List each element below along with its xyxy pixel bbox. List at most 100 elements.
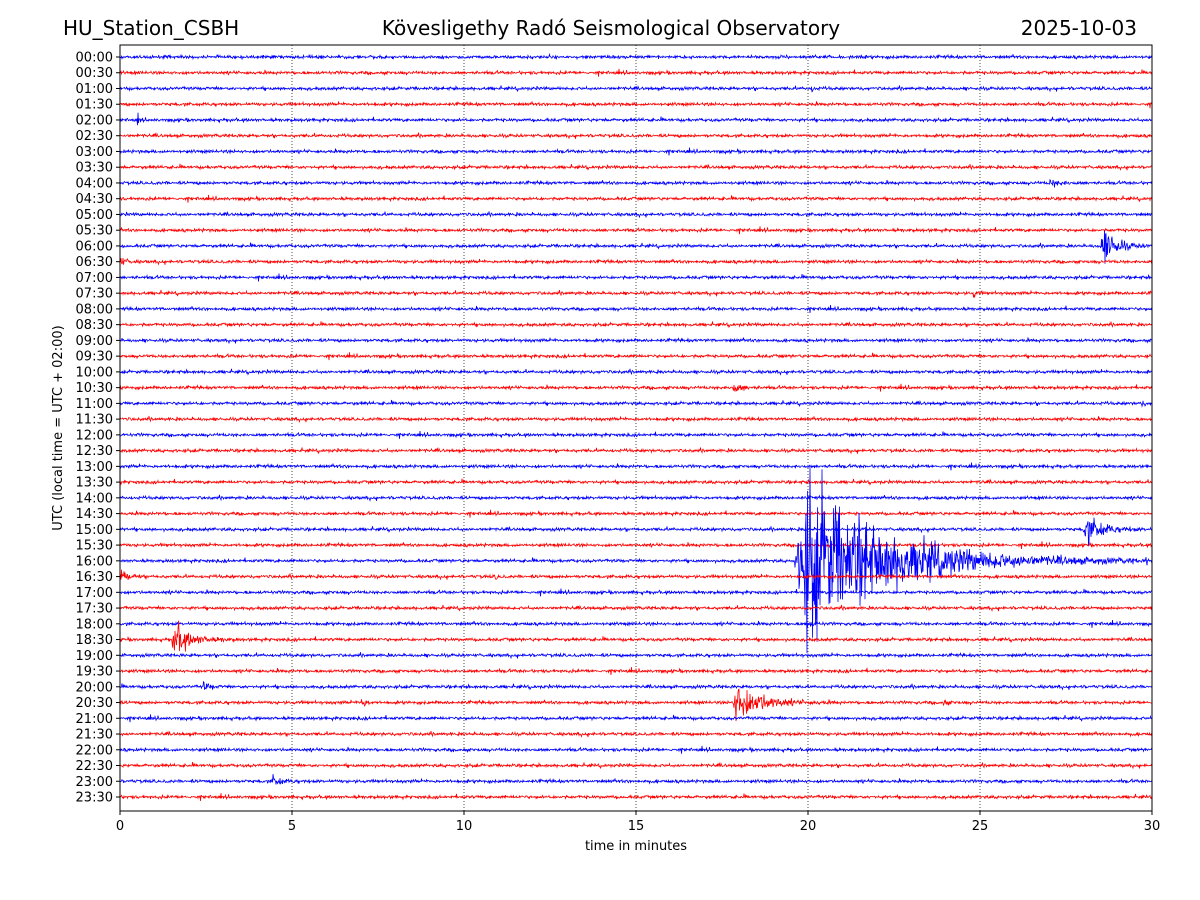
trace-19:30 <box>119 667 1153 676</box>
trace-20:30 <box>119 688 1152 722</box>
y-tick-label-17:00: 17:00 <box>76 586 113 601</box>
trace-11:30 <box>119 415 1153 423</box>
y-tick-label-15:00: 15:00 <box>76 523 113 538</box>
trace-09:30 <box>119 352 1153 361</box>
y-tick-label-20:00: 20:00 <box>76 680 113 695</box>
trace-10:30 <box>119 383 1153 393</box>
trace-22:00 <box>119 745 1153 754</box>
trace-04:30 <box>119 194 1153 203</box>
trace-09:00 <box>119 337 1153 345</box>
trace-15:00 <box>119 517 1153 547</box>
y-tick-label-08:00: 08:00 <box>76 302 113 317</box>
trace-11:00 <box>119 399 1153 408</box>
trace-23:30 <box>120 793 1153 802</box>
trace-00:00 <box>119 52 1153 61</box>
y-tick-label-00:30: 00:30 <box>76 66 113 81</box>
x-tick-label-10: 10 <box>456 819 473 834</box>
y-tick-label-21:00: 21:00 <box>76 712 113 727</box>
trace-21:30 <box>119 730 1153 738</box>
x-tick-label-0: 0 <box>116 819 124 834</box>
y-ticks: 00:0000:3001:0001:3002:0002:3003:0003:30… <box>76 51 120 806</box>
trace-06:00 <box>119 230 1153 264</box>
y-tick-label-02:00: 02:00 <box>76 113 113 128</box>
y-tick-label-22:30: 22:30 <box>76 759 113 774</box>
trace-05:30 <box>119 226 1153 235</box>
y-tick-label-03:00: 03:00 <box>76 145 113 160</box>
y-tick-label-13:30: 13:30 <box>76 476 113 491</box>
y-tick-label-03:30: 03:30 <box>76 161 113 176</box>
trace-21:00 <box>119 714 1153 723</box>
y-tick-label-12:30: 12:30 <box>76 444 113 459</box>
trace-14:00 <box>119 494 1153 502</box>
y-tick-label-09:30: 09:30 <box>76 350 113 365</box>
y-tick-label-10:30: 10:30 <box>76 381 113 396</box>
y-tick-label-12:00: 12:00 <box>76 428 113 443</box>
trace-03:30 <box>119 163 1153 171</box>
y-tick-label-11:30: 11:30 <box>76 413 113 428</box>
y-tick-label-14:00: 14:00 <box>76 491 113 506</box>
y-tick-label-01:30: 01:30 <box>76 98 113 113</box>
trace-02:30 <box>119 132 1153 140</box>
y-tick-label-08:30: 08:30 <box>76 318 113 333</box>
y-tick-label-13:00: 13:00 <box>76 460 113 475</box>
y-tick-label-17:30: 17:30 <box>76 602 113 617</box>
observatory-title: Kövesligethy Radó Seismological Observat… <box>382 16 840 40</box>
y-tick-label-16:30: 16:30 <box>76 570 113 585</box>
trace-08:30 <box>119 321 1153 329</box>
x-tick-label-20: 20 <box>800 819 817 834</box>
y-tick-label-19:30: 19:30 <box>76 665 113 680</box>
grid <box>291 45 981 811</box>
y-tick-label-06:30: 06:30 <box>76 255 113 270</box>
y-tick-label-23:30: 23:30 <box>76 791 113 806</box>
trace-18:00 <box>119 619 1153 629</box>
y-tick-label-15:30: 15:30 <box>76 539 113 554</box>
y-tick-label-10:00: 10:00 <box>76 365 113 380</box>
trace-17:30 <box>119 604 1153 612</box>
trace-01:30 <box>119 100 1153 109</box>
y-tick-label-11:00: 11:00 <box>76 397 113 412</box>
y-tick-label-07:00: 07:00 <box>76 271 113 286</box>
y-tick-label-22:00: 22:00 <box>76 743 113 758</box>
y-tick-label-04:30: 04:30 <box>76 192 113 207</box>
y-tick-label-00:00: 00:00 <box>76 51 113 66</box>
y-tick-label-01:00: 01:00 <box>76 82 113 97</box>
trace-00:30 <box>119 68 1153 77</box>
trace-03:00 <box>119 147 1153 156</box>
trace-16:30 <box>119 569 1153 581</box>
trace-12:30 <box>119 447 1153 455</box>
y-tick-label-04:00: 04:00 <box>76 176 113 191</box>
trace-10:00 <box>119 368 1153 376</box>
trace-18:30 <box>119 620 1153 652</box>
trace-23:00 <box>119 774 1153 785</box>
trace-07:00 <box>119 273 1153 282</box>
traces <box>119 52 1153 802</box>
trace-06:30 <box>120 257 1153 266</box>
y-tick-label-14:30: 14:30 <box>76 507 113 522</box>
y-tick-label-02:30: 02:30 <box>76 129 113 144</box>
trace-07:30 <box>119 289 1153 298</box>
trace-04:00 <box>119 178 1153 188</box>
station-title: HU_Station_CSBH <box>63 16 239 40</box>
y-tick-label-19:00: 19:00 <box>76 649 113 664</box>
x-tick-label-15: 15 <box>628 819 645 834</box>
y-tick-label-23:00: 23:00 <box>76 775 113 790</box>
trace-13:00 <box>119 462 1153 471</box>
trace-14:30 <box>119 509 1153 518</box>
trace-20:00 <box>119 680 1153 691</box>
trace-22:30 <box>119 762 1152 770</box>
x-tick-label-5: 5 <box>288 819 296 834</box>
trace-01:00 <box>119 85 1153 93</box>
y-tick-label-07:30: 07:30 <box>76 287 113 302</box>
y-axis-label: UTC (local time = UTC + 02:00) <box>51 325 66 530</box>
trace-08:00 <box>119 305 1153 313</box>
trace-19:00 <box>119 651 1153 660</box>
trace-17:00 <box>119 588 1153 597</box>
x-ticks: 0 5 10 15 20 25 30 <box>116 811 1160 834</box>
x-axis-label: time in minutes <box>585 839 687 854</box>
y-tick-label-20:30: 20:30 <box>76 696 113 711</box>
trace-02:00 <box>119 112 1153 126</box>
trace-13:30 <box>119 478 1153 486</box>
x-tick-label-25: 25 <box>972 819 989 834</box>
